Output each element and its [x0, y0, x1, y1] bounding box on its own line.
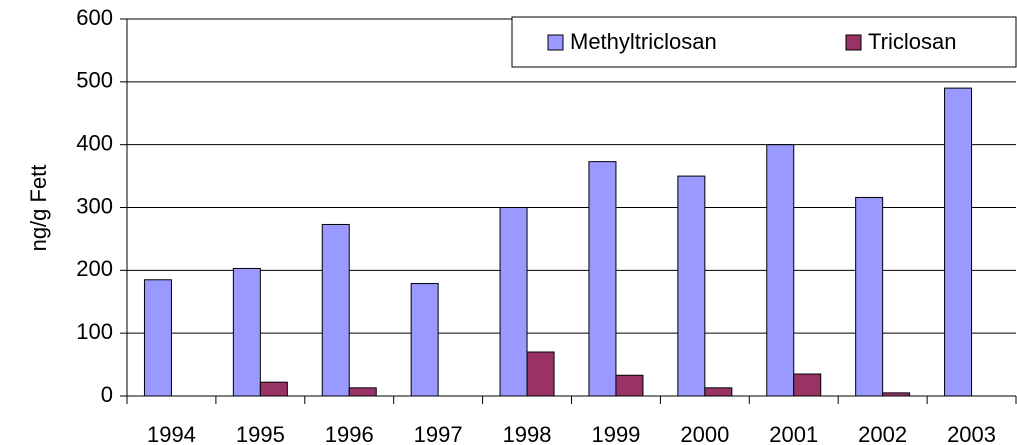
bar — [793, 373, 822, 397]
legend-label: Methyltriclosan — [570, 29, 717, 54]
bar — [944, 87, 973, 397]
bar — [232, 267, 261, 397]
x-tick-label: 2000 — [680, 422, 729, 445]
y-tick-label: 200 — [76, 256, 113, 281]
y-tick-label: 0 — [101, 382, 113, 407]
y-tick-label: 100 — [76, 319, 113, 344]
y-tick-label: 300 — [76, 193, 113, 218]
bar — [882, 392, 911, 397]
bar — [588, 161, 617, 397]
y-tick-label: 400 — [76, 130, 113, 155]
x-tick-label: 1997 — [414, 422, 463, 445]
y-axis-label: ng/g Fett — [26, 165, 51, 252]
bar — [855, 196, 884, 397]
x-tick-label: 2003 — [947, 422, 996, 445]
bar — [348, 387, 377, 397]
bar — [321, 223, 350, 397]
bar — [704, 387, 733, 397]
legend-box — [511, 16, 1017, 68]
x-tick-label: 1998 — [503, 422, 552, 445]
bar — [499, 207, 528, 397]
bar — [526, 351, 555, 397]
x-tick-label: 1999 — [591, 422, 640, 445]
legend-label: Triclosan — [868, 29, 956, 54]
legend-swatch — [845, 34, 862, 51]
y-tick-label: 600 — [76, 5, 113, 30]
x-tick-label: 2001 — [769, 422, 818, 445]
x-tick-label: 1994 — [147, 422, 196, 445]
legend-swatch — [547, 34, 564, 51]
bar — [259, 381, 288, 397]
bar — [677, 175, 706, 397]
x-tick-label: 2002 — [858, 422, 907, 445]
bar — [410, 283, 439, 397]
y-tick-label: 500 — [76, 68, 113, 93]
bar — [143, 279, 172, 397]
bar — [615, 374, 644, 397]
bar — [766, 144, 795, 397]
x-tick-label: 1996 — [325, 422, 374, 445]
x-tick-label: 1995 — [236, 422, 285, 445]
